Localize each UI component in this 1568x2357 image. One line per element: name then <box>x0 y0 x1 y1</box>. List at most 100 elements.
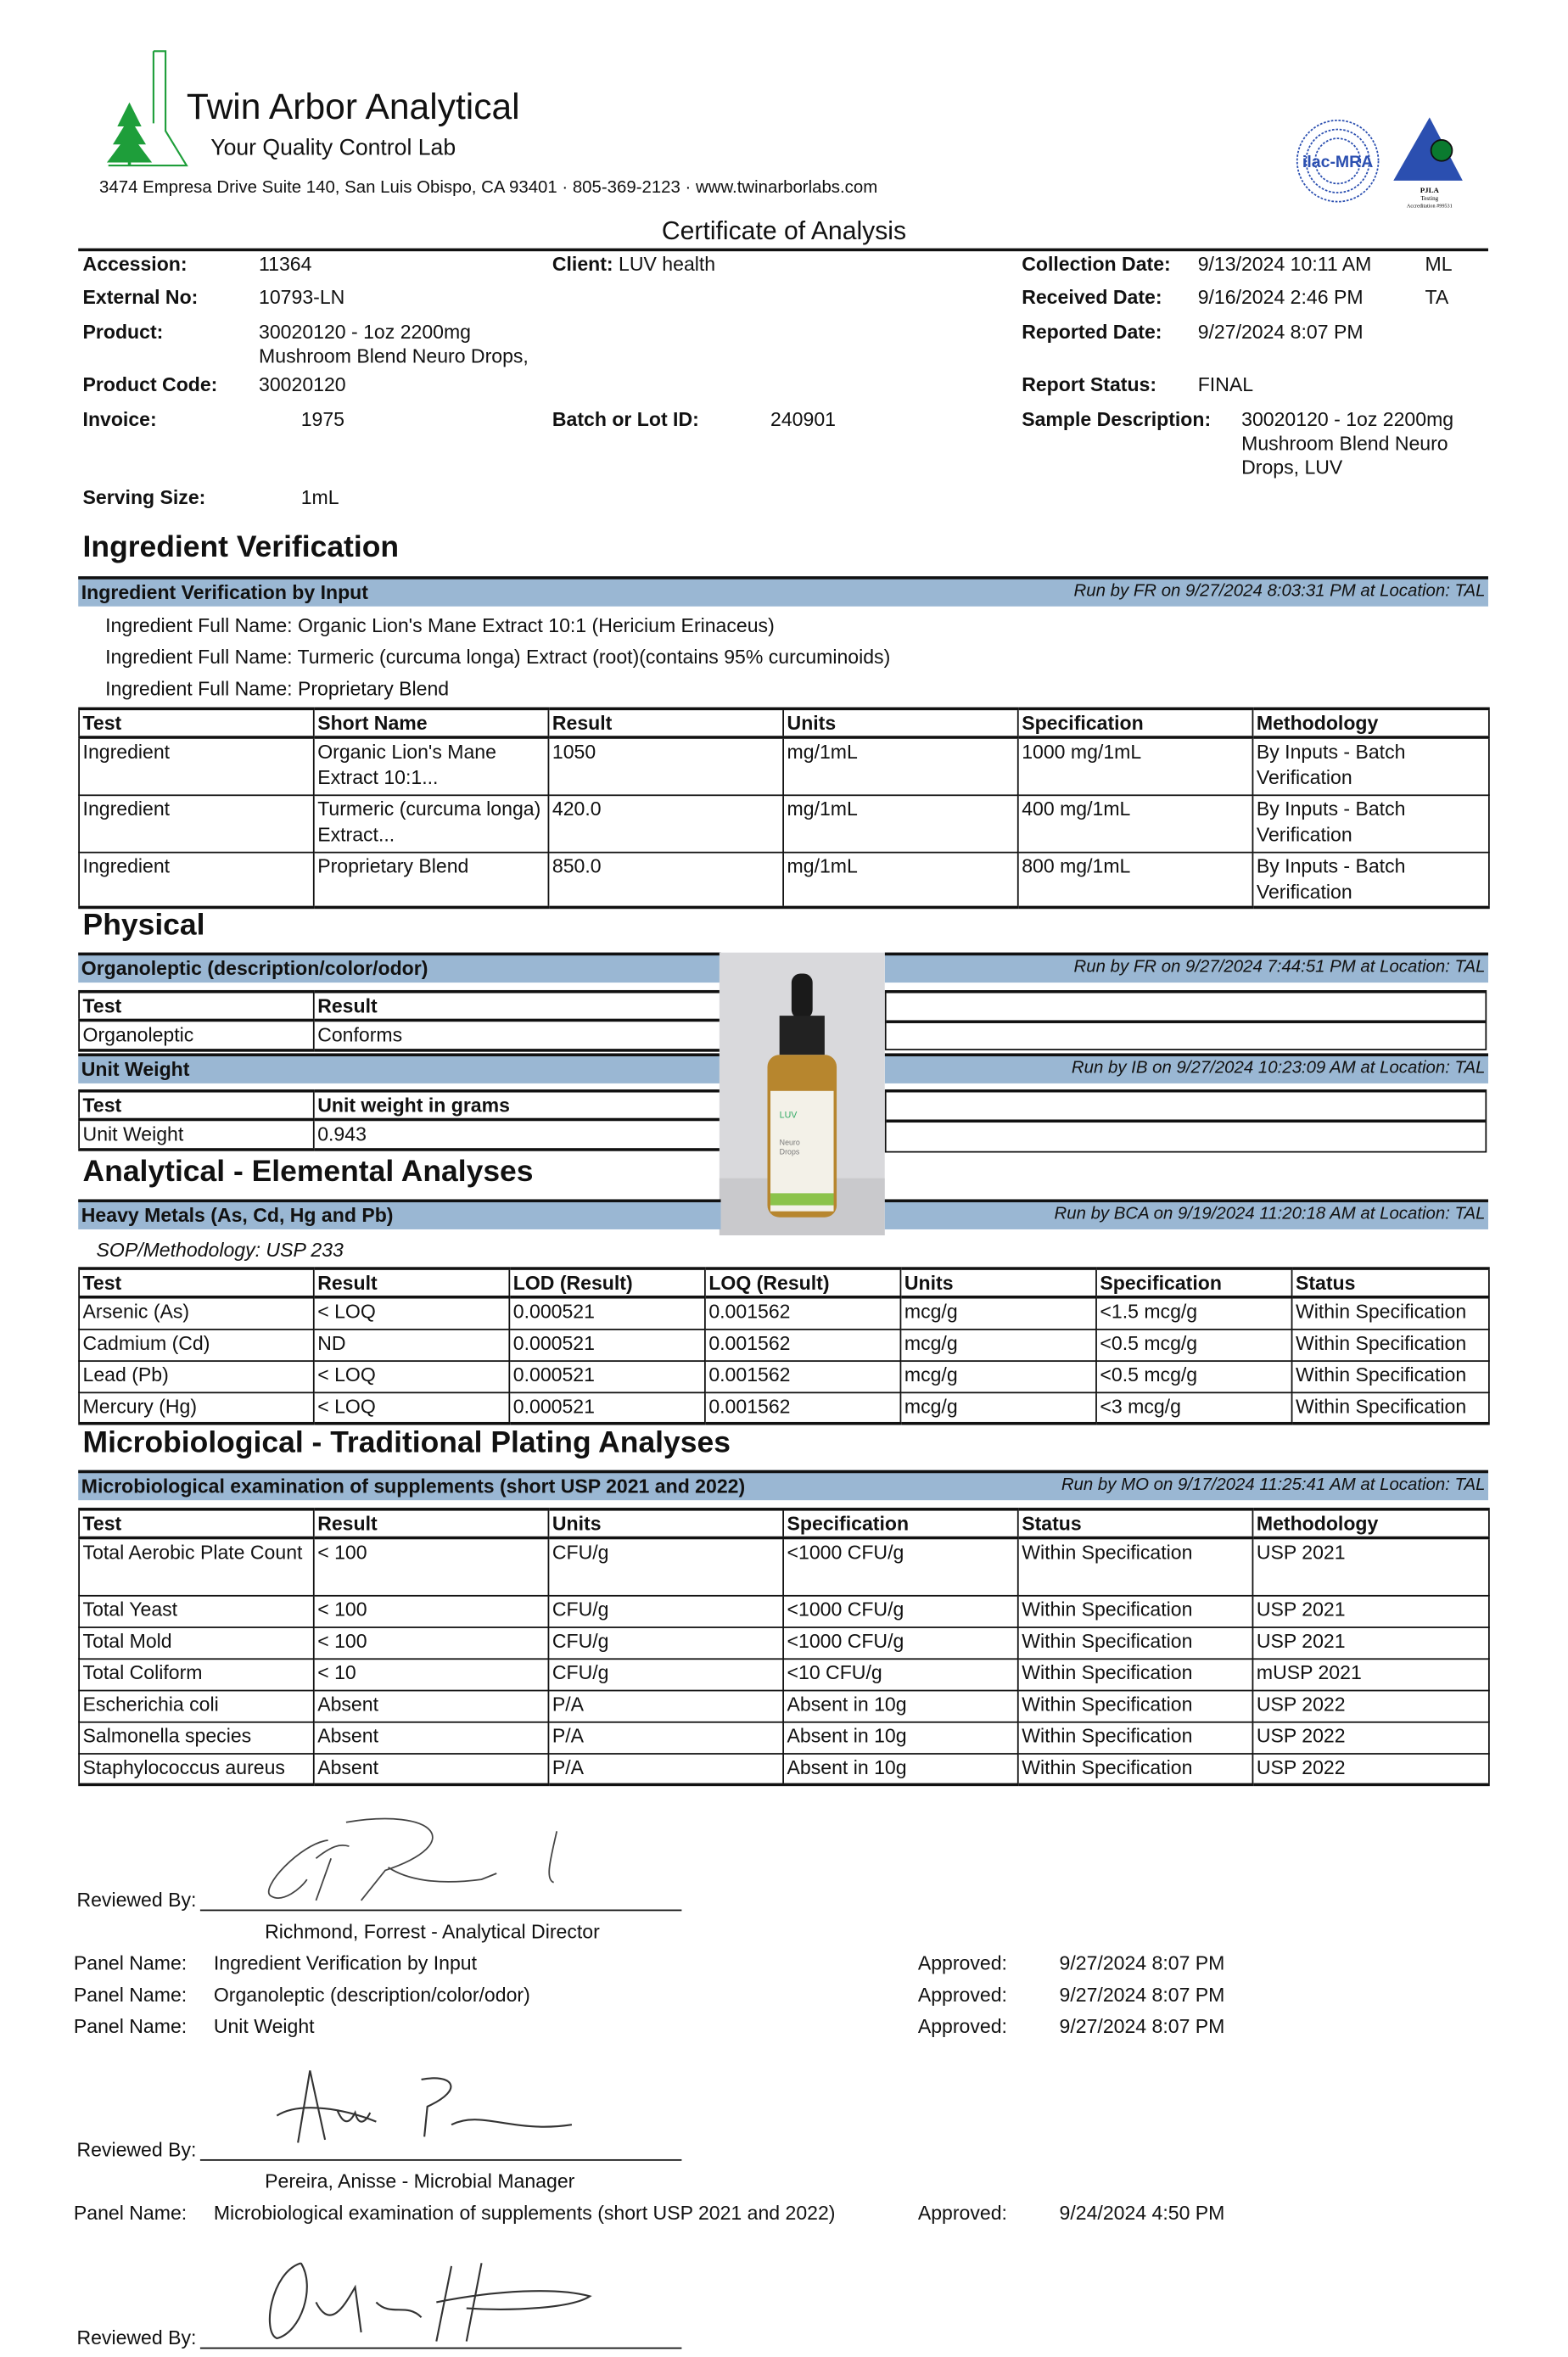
serving-value: 1mL <box>300 485 339 509</box>
signature-line <box>199 2347 682 2349</box>
table-cell: Within Specification <box>1291 1359 1490 1393</box>
external-value: 10793-LN <box>259 285 345 309</box>
physical-section-title: Physical <box>82 909 205 943</box>
table-cell: Within Specification <box>1016 1752 1254 1787</box>
table-cell: Staphylococcus aureus <box>78 1752 315 1787</box>
table-cell: Arsenic (As) <box>78 1296 315 1330</box>
table-cell: USP 2021 <box>1252 1537 1490 1596</box>
ilac-mra-logo: ilac-MRA <box>1296 119 1380 203</box>
table-cell: 0.000521 <box>508 1391 706 1425</box>
lab-address: 3474 Empresa Drive Suite 140, San Luis O… <box>99 179 878 198</box>
approved-label: Approved: <box>917 2201 1007 2225</box>
table-cell: <1.5 mcg/g <box>1095 1296 1293 1330</box>
table-cell: < 100 <box>312 1626 550 1660</box>
column-header: Specification <box>782 1508 1019 1540</box>
micro-table: Test Result Units Specification Status Method… <box>78 1508 1490 1787</box>
column-header: Methodology <box>1252 1508 1490 1540</box>
panel-name-label: Panel Name: <box>73 2201 188 2225</box>
lab-tagline: Your Quality Control Lab <box>210 135 456 161</box>
photo-label: LUV <box>780 1111 798 1121</box>
table-cell: Ingredient <box>78 850 315 910</box>
received-value: 9/16/2024 2:46 PM <box>1197 285 1364 309</box>
column-header: Status <box>1291 1267 1490 1299</box>
table-cell: mcg/g <box>899 1328 1097 1362</box>
table-cell: ND <box>312 1328 511 1362</box>
table-cell: CFU/g <box>547 1626 784 1660</box>
table-row: Ingredient Turmeric (curcuma longa) Extra… <box>78 793 1490 853</box>
table-cell: Lead (Pb) <box>78 1359 315 1393</box>
table-row: Salmonella species Absent P/A Absent in 10g… <box>78 1720 1490 1755</box>
organoleptic-panel-header: Organoleptic (description/color/odor) <box>78 952 721 983</box>
panel-title: Heavy Metals (As, Cd, Hg and Pb) <box>81 1203 394 1227</box>
table-row: Total Aerobic Plate Count < 100 CFU/g <1000… <box>78 1537 1490 1596</box>
run-info: Run by FR on 9/27/2024 8:03:31 PM at Loc… <box>1073 582 1486 601</box>
table-cell: < LOQ <box>312 1296 511 1330</box>
table-cell: Salmonella species <box>78 1720 315 1755</box>
table-cell: < LOQ <box>312 1359 511 1393</box>
signature-line <box>199 1909 682 1912</box>
column-header: Test <box>78 707 315 739</box>
table-cell: USP 2022 <box>1252 1688 1490 1722</box>
column-header: Unit weight in grams <box>312 1089 723 1122</box>
table-cell: 0.000521 <box>508 1328 706 1362</box>
unit-weight-run-bar: Run by IB on 9/27/2024 10:23:09 AM at Lo… <box>884 1053 1488 1083</box>
column-header: Methodology <box>1252 707 1490 739</box>
table-header-row: Test Unit weight in grams <box>78 1089 723 1122</box>
ingredient-panel-header: Ingredient Verification by Input Run by … <box>78 576 1488 607</box>
table-cell: < 100 <box>312 1537 550 1596</box>
svg-text:PJLA: PJLA <box>1420 186 1440 194</box>
panel-name: Ingredient Verification by Input <box>213 1951 478 1974</box>
sample-value-1: 30020120 - 1oz 2200mg <box>1241 407 1454 431</box>
table-cell: <0.5 mcg/g <box>1095 1359 1293 1393</box>
panel-title: Microbiological examination of supplemen… <box>81 1475 746 1498</box>
table-row: Total Coliform < 10 CFU/g <10 CFU/g Within S… <box>78 1657 1490 1691</box>
flask-tree-logo <box>106 50 188 167</box>
table-cell: By Inputs - Batch Verification <box>1252 793 1490 853</box>
reviewer-name: Richmond, Forrest - Analytical Director <box>265 1919 600 1943</box>
table-cell: Absent <box>312 1688 550 1722</box>
column-header: Result <box>312 989 723 1022</box>
table-header-row: Test Result LOD (Result) LOQ (Result) Units S… <box>78 1267 1490 1299</box>
table-cell: Absent in 10g <box>782 1720 1019 1755</box>
table-cell: Within Specification <box>1291 1391 1490 1425</box>
ingredient-full-name: Ingredient Full Name: Proprietary Blend <box>105 677 450 700</box>
table-row: Mercury (Hg) < LOQ 0.000521 0.001562 mcg/g <3… <box>78 1391 1490 1425</box>
received-label: Received Date: <box>1022 285 1162 309</box>
table-cell: Cadmium (Cd) <box>78 1328 315 1362</box>
panel-name-label: Panel Name: <box>73 1983 188 2007</box>
svg-text:ilac-MRA: ilac-MRA <box>1302 153 1373 171</box>
approved-label: Approved: <box>917 2014 1007 2038</box>
status-label: Report Status: <box>1022 372 1157 396</box>
panel-title: Unit Weight <box>81 1057 190 1081</box>
panel-name: Unit Weight <box>213 2014 315 2038</box>
table-cell: Total Aerobic Plate Count <box>78 1537 315 1596</box>
product-code-value: 30020120 <box>259 372 346 396</box>
pjla-logo: PJLA Testing Accreditation #99531 <box>1393 117 1463 210</box>
ingredient-table: Test Short Name Result Units Specification Me… <box>78 707 1490 910</box>
table-cell: 0.001562 <box>703 1328 902 1362</box>
external-label: External No: <box>82 285 199 309</box>
table-cell: 1000 mg/1mL <box>1016 736 1254 796</box>
run-info: Run by BCA on 9/19/2024 11:20:18 AM at L… <box>1054 1205 1486 1223</box>
table-row: Lead (Pb) < LOQ 0.000521 0.001562 mcg/g <0.5 … <box>78 1359 1490 1393</box>
table-row: Staphylococcus aureus Absent P/A Absent in … <box>78 1752 1490 1787</box>
column-header: Units <box>782 707 1019 739</box>
table-cell: CFU/g <box>547 1657 784 1691</box>
panel-title: Organoleptic (description/color/odor) <box>81 956 428 980</box>
organoleptic-table: Test Result Organoleptic Conforms <box>78 989 723 1052</box>
table-cell: Total Yeast <box>78 1594 315 1628</box>
collection-initials: ML <box>1425 252 1453 276</box>
table-cell: mg/1mL <box>782 793 1019 853</box>
sample-value-3: Drops, LUV <box>1241 456 1343 479</box>
table-cell: 0.000521 <box>508 1296 706 1330</box>
batch-value: 240901 <box>770 407 836 431</box>
column-header: Specification <box>1016 707 1254 739</box>
reviewed-by-label: Reviewed By: <box>76 2326 197 2349</box>
signature-third-reviewer <box>268 2262 592 2342</box>
approved-date: 9/24/2024 4:50 PM <box>1059 2201 1225 2225</box>
table-cell: 0.000521 <box>508 1359 706 1393</box>
invoice-value: 1975 <box>300 407 344 431</box>
panel-title: Ingredient Verification by Input <box>81 580 368 604</box>
signature-line <box>199 2158 682 2161</box>
